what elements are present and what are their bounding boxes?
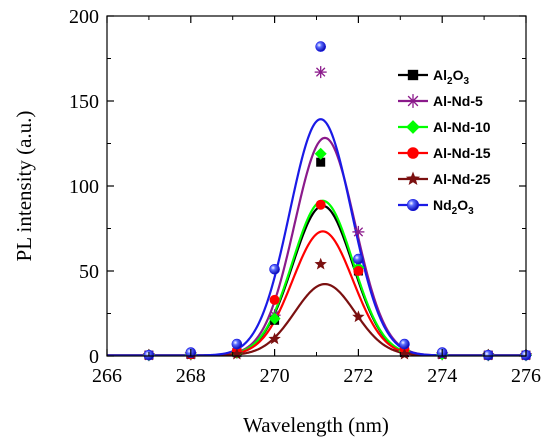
data-point-al-nd-25 [314, 257, 327, 270]
data-point-al-nd-25 [268, 332, 281, 345]
data-point-al-nd-25 [398, 347, 411, 360]
data-point-al-nd-25 [230, 347, 244, 360]
x-axis-title: Wavelength (nm) [243, 413, 389, 437]
fit-curve-al2o3 [107, 204, 526, 356]
y-tick-label: 50 [79, 261, 99, 283]
legend-label: Nd2O3 [433, 197, 474, 217]
fit-curve-al-nd-25 [107, 282, 526, 356]
data-point-nd2o3 [353, 253, 364, 265]
legend-item-al-nd-25: Al-Nd-25 [398, 171, 491, 187]
data-point-nd2o3 [482, 349, 494, 361]
legend-marker [407, 69, 419, 81]
x-tick-label: 266 [92, 365, 122, 387]
data-point-nd2o3 [315, 41, 326, 52]
legend-item-al-nd-15: Al-Nd-15 [398, 145, 491, 161]
data-point-nd2o3 [269, 263, 280, 275]
legend-label: Al-Nd-10 [433, 119, 491, 135]
y-tick-label: 0 [89, 346, 99, 368]
legend-label: Al-Nd-15 [433, 145, 491, 161]
data-point-al-nd-25 [352, 310, 365, 323]
y-tick-label: 150 [69, 91, 99, 113]
y-tick-label: 100 [69, 176, 99, 198]
legend-item-al2o3: Al2O3 [398, 67, 469, 87]
legend-label: Al-Nd-25 [433, 171, 491, 187]
fit-curve-al-nd-15 [107, 230, 526, 356]
legend-label: Al-Nd-5 [433, 93, 483, 109]
legend-marker [406, 198, 420, 212]
data-point-al-nd-15 [315, 199, 326, 210]
legend-marker [407, 147, 419, 159]
x-tick-label: 268 [176, 365, 206, 387]
y-tick-label: 200 [69, 6, 99, 28]
legend-marker [406, 94, 420, 108]
data-point-nd2o3 [399, 338, 410, 350]
data-point-al-nd-10 [314, 147, 327, 160]
data-point-al2o3 [316, 157, 326, 167]
legend-marker [406, 120, 420, 134]
legend-marker [405, 171, 421, 186]
data-point-al-nd-10 [268, 312, 281, 325]
data-point-al-nd-15 [269, 294, 280, 305]
data-point-nd2o3 [231, 338, 243, 350]
data-point-al-nd-5 [352, 225, 365, 238]
x-tick-label: 276 [511, 365, 541, 387]
x-tick-label: 270 [260, 365, 290, 387]
legend-item-al-nd-10: Al-Nd-10 [398, 119, 491, 135]
data-point-al-nd-5 [314, 66, 327, 79]
legend-item-nd2o3: Nd2O3 [398, 197, 474, 217]
x-tick-label: 274 [427, 365, 457, 387]
fit-curve-al-nd-10 [107, 199, 526, 356]
legend-item-al-nd-5: Al-Nd-5 [398, 93, 483, 109]
data-point-al-nd-15 [353, 266, 364, 276]
x-tick-label: 272 [343, 365, 373, 387]
legend-label: Al2O3 [433, 67, 469, 87]
legend: Al2O3 Al-Nd-5 Al-Nd-10 Al-Nd-15 Al-Nd-25 Nd2O… [398, 67, 491, 217]
y-axis-title: PL intensity (a.u.) [12, 111, 36, 262]
